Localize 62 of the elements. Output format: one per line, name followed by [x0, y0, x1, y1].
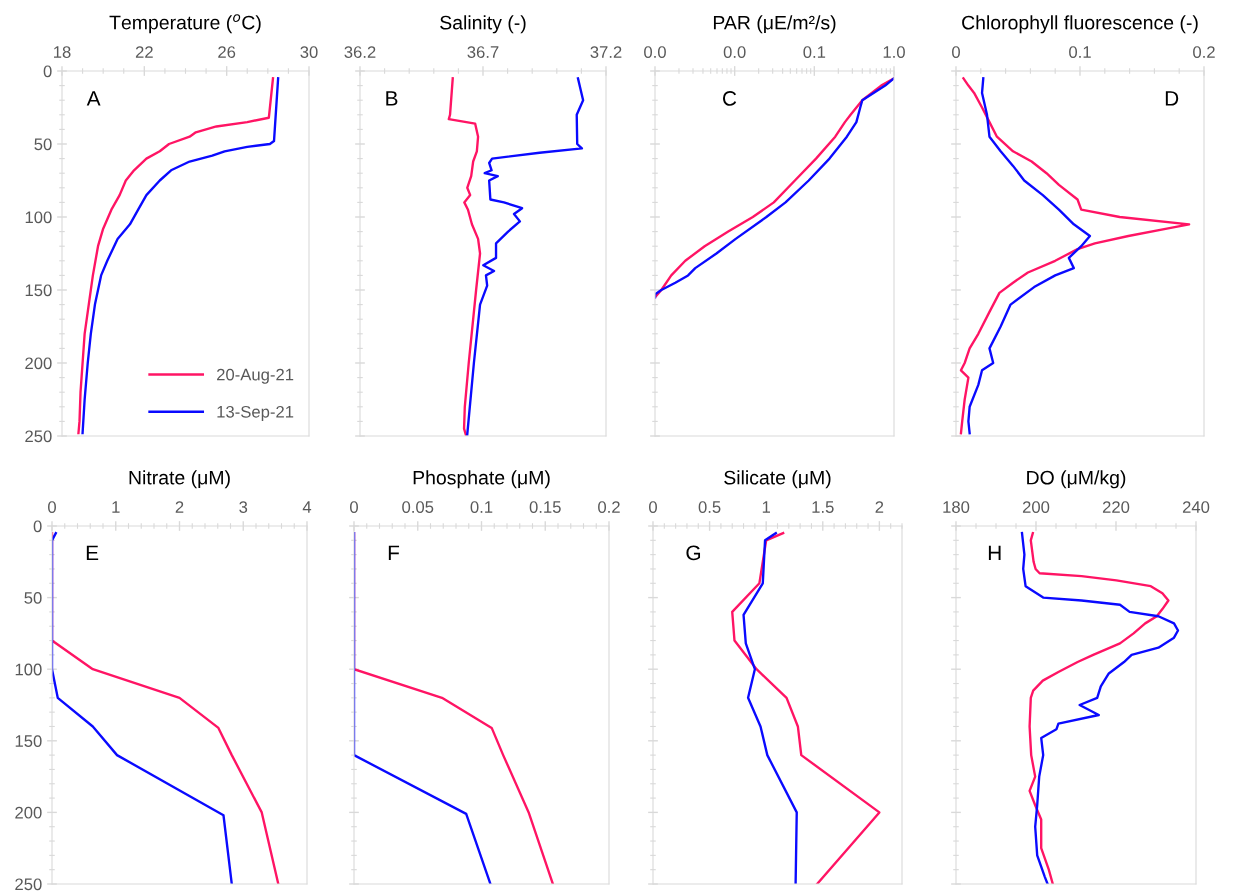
annotation: E	[86, 545, 99, 561]
x-tick-label: 30	[300, 46, 318, 58]
annotation: F	[388, 545, 400, 561]
y-tick-label: 50	[34, 138, 52, 151]
x-tick-label: 0.1	[470, 501, 493, 513]
x-tick-label: 0.1	[803, 46, 826, 58]
y-tick-label: 0	[33, 520, 42, 533]
annotation: C	[722, 91, 737, 106]
y-tick-label: 150	[15, 735, 42, 747]
x-tick-label: 1	[762, 501, 770, 513]
chart-title: DO (μM/kg)	[1027, 470, 1126, 489]
chart-title: Salinity (-)	[440, 15, 526, 34]
y-tick-label: 100	[15, 663, 42, 676]
x-tick-label: 36.7	[467, 46, 499, 58]
y-tick-label: 200	[15, 806, 42, 819]
x-tick-label: 0.15	[529, 501, 561, 513]
x-tick-label: 2	[875, 501, 884, 513]
x-tick-label: 0	[649, 501, 657, 513]
x-tick-label: 22	[135, 46, 153, 58]
x-tick-label: 1.0	[883, 46, 905, 58]
x-tick-label: 0.0	[723, 46, 746, 58]
y-tick-label: 200	[25, 357, 52, 370]
x-tick-label: 2	[175, 501, 184, 513]
legend-label: 13-Sep-21	[217, 405, 294, 421]
x-tick-label: 0.2	[598, 501, 620, 513]
x-tick-label: 4	[302, 501, 312, 513]
x-tick-label: 37.2	[590, 46, 622, 58]
y-tick-label: 250	[25, 430, 52, 443]
chart-title: Nitrate (μM)	[129, 470, 230, 489]
legend-label: 20-Aug-21	[217, 368, 294, 384]
y-tick-label: 150	[25, 284, 52, 297]
x-tick-label: 220	[1102, 501, 1130, 513]
x-tick-label: 0.2	[1193, 46, 1215, 58]
x-tick-label: 36.2	[344, 46, 376, 58]
x-tick-label: 240	[1182, 501, 1210, 513]
x-tick-label: 26	[218, 46, 236, 58]
x-tick-label: 180	[943, 501, 970, 513]
x-tick-label: 0.1	[1069, 46, 1091, 58]
annotation: G	[686, 545, 701, 561]
y-tick-label: 100	[25, 211, 52, 224]
annotation: D	[1165, 91, 1179, 106]
x-tick-label: 0.0	[644, 46, 666, 58]
chart-title: Silicate (μM)	[724, 470, 831, 489]
annotation: H	[988, 545, 1001, 561]
x-tick-label: 0	[350, 501, 358, 513]
x-tick-label: 3	[239, 501, 248, 513]
x-tick-label: 0	[952, 46, 960, 58]
chart-title: Chlorophyll fluorescence (-)	[962, 15, 1198, 34]
chart-title: Temperature ($^{o}$C)	[109, 14, 261, 34]
x-tick-label: 0.5	[698, 501, 721, 513]
y-tick-label: 0	[43, 65, 52, 78]
chart-title: Phosphate (μM)	[413, 470, 550, 489]
x-tick-label: 200	[1022, 501, 1050, 513]
annotation: A	[86, 91, 101, 106]
x-tick-label: 0.05	[402, 501, 434, 513]
x-tick-label: 18	[54, 46, 71, 58]
x-tick-label: 1	[112, 501, 120, 513]
annotation: B	[386, 91, 398, 106]
y-tick-label: 250	[15, 878, 42, 891]
y-tick-label: 50	[24, 592, 42, 604]
x-tick-label: 1.5	[812, 501, 834, 513]
chart-title: PAR (μE/m²/s)	[713, 15, 836, 34]
